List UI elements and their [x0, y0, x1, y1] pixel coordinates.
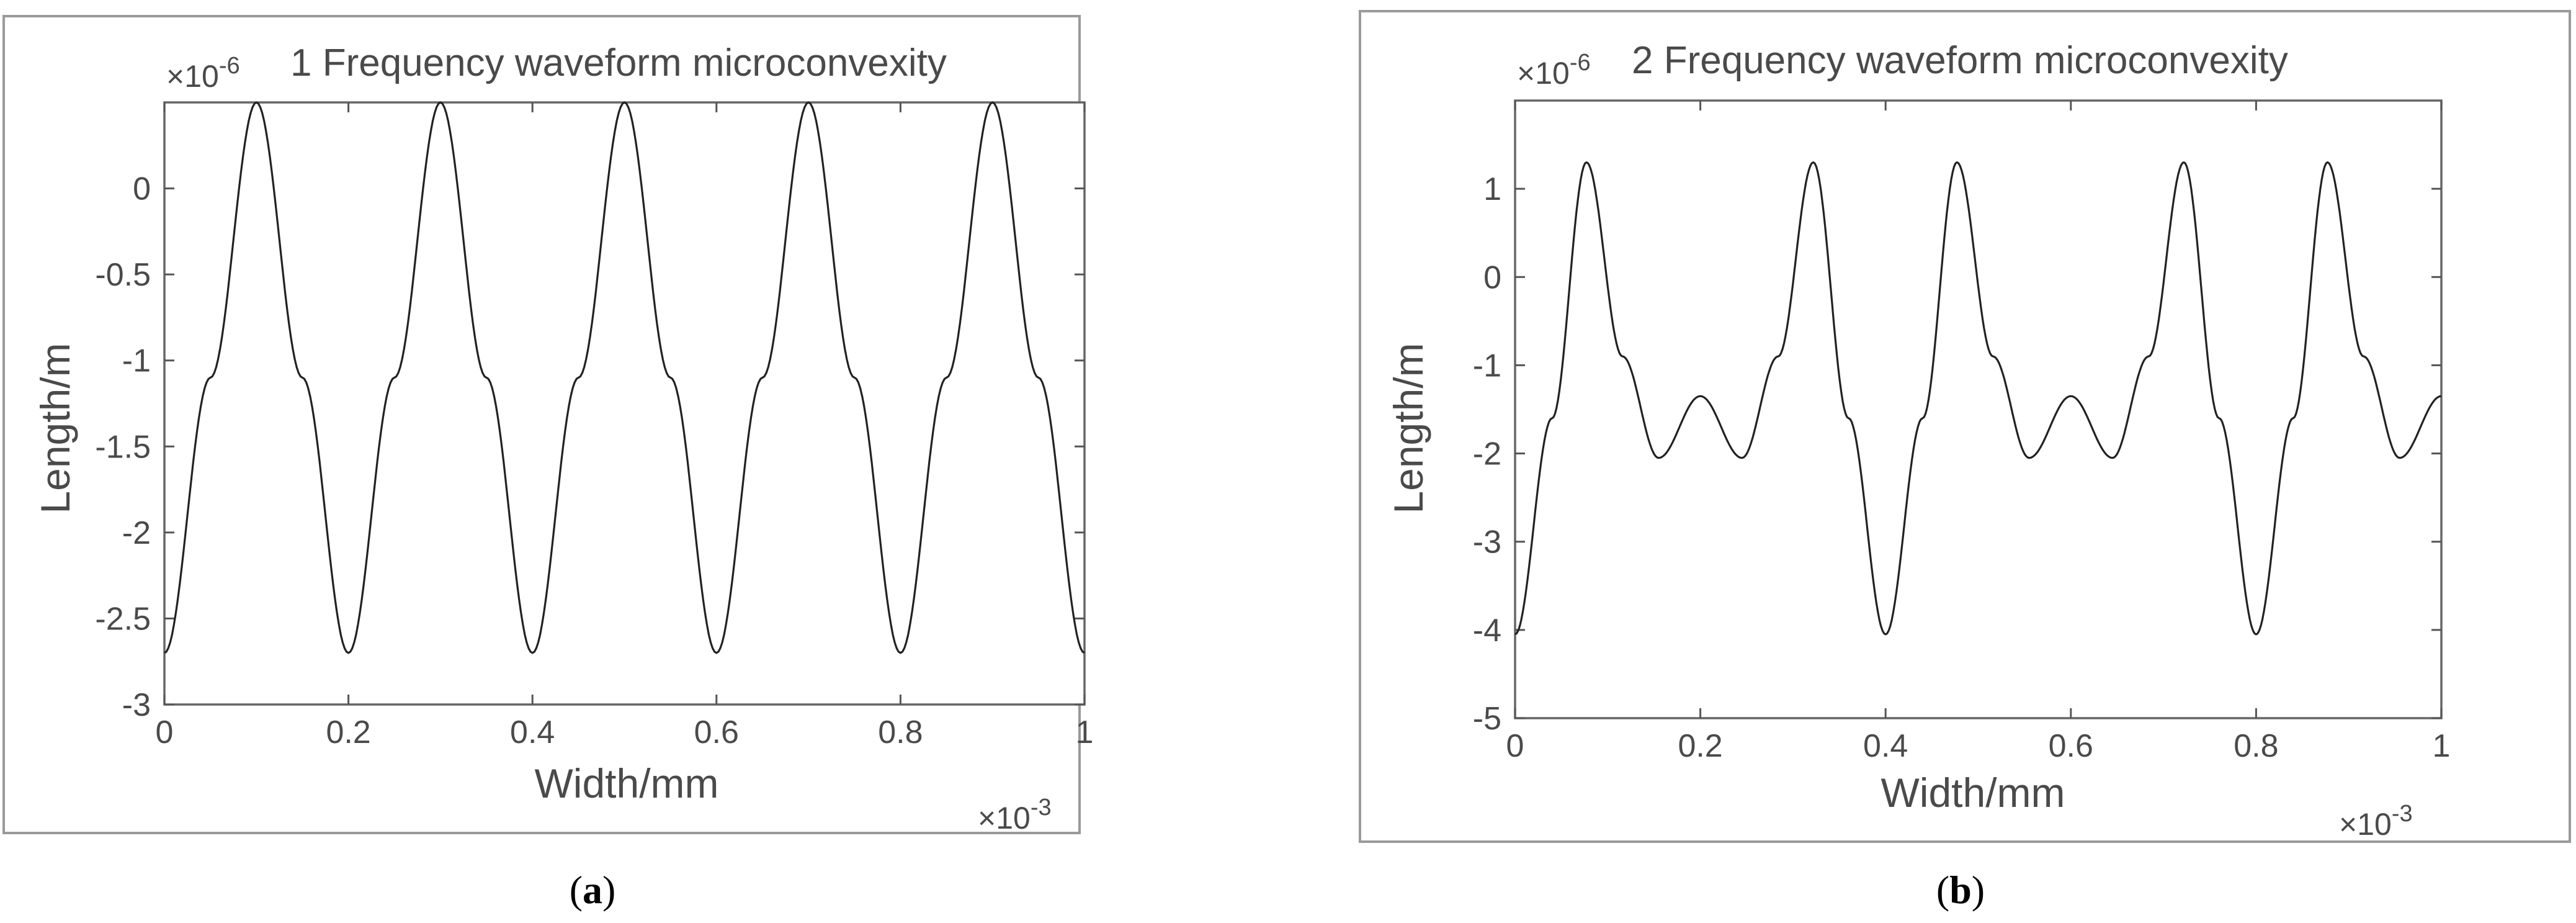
panel-a-x-exponent-power: -3: [1031, 795, 1052, 821]
caption-a-letter: a: [583, 868, 602, 912]
x-tick-label: 0.2: [1678, 728, 1722, 764]
caption-b: (b): [1936, 868, 1985, 912]
caption-a-close: ): [602, 868, 615, 912]
panel-b-x-exponent-power: -3: [2392, 801, 2413, 827]
x-tick-label: 0.2: [326, 714, 370, 750]
x-tick-label: 0.8: [878, 714, 923, 750]
y-tick-label: -3: [1473, 525, 1501, 561]
panel-a-y-exponent-base: ×10: [166, 59, 219, 94]
panel-b-y-exponent: ×10-6: [1517, 50, 1591, 91]
panel-b-x-label: Width/mm: [1881, 770, 2065, 816]
caption-a-open: (: [570, 868, 583, 912]
x-tick-label: 0.4: [1863, 728, 1908, 764]
panel-a-x-label: Width/mm: [535, 760, 719, 806]
caption-b-close: ): [1972, 868, 1985, 912]
caption-a: (a): [570, 868, 616, 912]
panel-b-x-exponent: ×10-3: [2339, 801, 2413, 842]
x-tick-label: 0.6: [694, 714, 739, 750]
y-tick-label: 1: [1483, 171, 1501, 207]
y-tick-label: -4: [1473, 613, 1501, 649]
panel-b: 0 0.2 0.4 0.6 0.8 1 1 0 -1 -2 -3 -4 -5 2 Frequency w…: [1359, 10, 2571, 843]
panel-a-y-exponent-power: -6: [219, 53, 240, 79]
x-tick-label: 0.4: [510, 714, 555, 750]
y-tick-label: -2: [122, 515, 151, 551]
panel-a-x-exponent: ×10-3: [978, 795, 1052, 835]
panel-a: 0 0.2 0.4 0.6 0.8 1 0 -0.5 -1 -1.5 -2 -2.5 -3 1 Freq…: [2, 15, 1093, 835]
panel-b-title: 2 Frequency waveform microconvexity: [1632, 39, 2288, 82]
panel-b-tick-labels: 0 0.2 0.4 0.6 0.8 1 1 0 -1 -2 -3 -4 -5: [1473, 171, 2451, 764]
panel-a-y-label: Length/m: [32, 343, 78, 513]
y-tick-label: -1: [1473, 348, 1501, 384]
panel-b-y-exponent-base: ×10: [1517, 56, 1570, 91]
panel-a-y-exponent: ×10-6: [166, 53, 240, 94]
y-tick-label: -2: [1473, 436, 1501, 472]
y-tick-label: -2.5: [95, 601, 151, 637]
panel-a-title: 1 Frequency waveform microconvexity: [290, 42, 947, 84]
caption-b-letter: b: [1949, 868, 1972, 912]
x-tick-label: 1: [1076, 714, 1094, 750]
x-tick-label: 1: [2433, 728, 2451, 764]
panel-a-x-exponent-base: ×10: [978, 801, 1031, 835]
y-tick-label: -1.5: [95, 429, 151, 465]
panel-b-axes: [1514, 99, 2443, 719]
y-tick-label: 0: [133, 171, 151, 207]
panel-b-y-label: Length/m: [1385, 343, 1431, 513]
x-tick-label: 0: [1506, 728, 1524, 764]
panel-a-tick-labels: 0 0.2 0.4 0.6 0.8 1 0 -0.5 -1 -1.5 -2 -2.5 -3: [95, 171, 1093, 750]
y-tick-label: -3: [122, 687, 151, 723]
x-tick-label: 0.6: [2049, 728, 2093, 764]
panel-b-y-exponent-power: -6: [1570, 50, 1591, 76]
y-tick-label: 0: [1483, 259, 1501, 295]
panel-a-ticks: [163, 102, 1086, 706]
panel-b-series-line: [1514, 161, 2442, 636]
panel-a-axes: [163, 101, 1086, 706]
panel-b-x-exponent-base: ×10: [2339, 807, 2392, 842]
x-tick-label: 0: [156, 714, 174, 750]
y-tick-label: -1: [122, 343, 151, 379]
caption-b-open: (: [1936, 868, 1949, 912]
panel-b-ticks: [1514, 101, 2443, 719]
panel-a-series-line: [164, 101, 1085, 654]
y-tick-label: -0.5: [95, 257, 151, 293]
x-tick-label: 0.8: [2234, 728, 2278, 764]
y-tick-label: -5: [1473, 701, 1501, 737]
